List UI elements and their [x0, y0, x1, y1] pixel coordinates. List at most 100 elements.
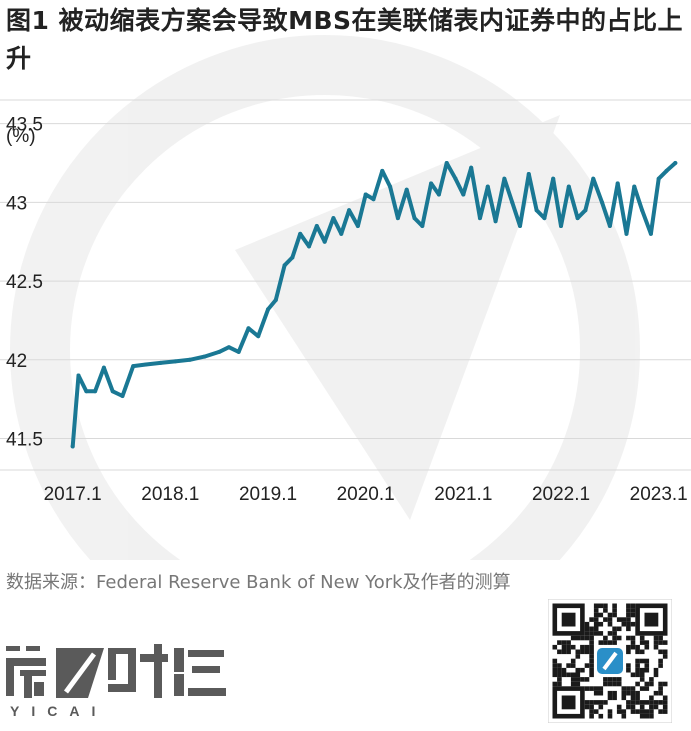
data-point: [518, 223, 522, 228]
yicai-logo-mark: YICAI: [6, 644, 226, 719]
data-point: [404, 187, 409, 192]
data-point: [640, 208, 645, 213]
y-tick-label: 43: [6, 193, 27, 214]
data-point: [510, 200, 515, 205]
qr-code-image: [547, 598, 673, 724]
data-point: [380, 168, 385, 173]
x-tick-label: 2021.1: [434, 484, 492, 505]
qr-finder-center: [561, 695, 576, 710]
data-point: [93, 389, 98, 394]
yicai-logo: YICAI: [4, 640, 244, 724]
data-point: [648, 231, 653, 236]
data-point: [187, 357, 192, 362]
data-point: [566, 184, 571, 189]
data-point: [395, 216, 400, 221]
data-points: [70, 160, 678, 449]
data-point: [339, 231, 344, 236]
data-point: [429, 181, 434, 186]
gridlines: [0, 99, 691, 471]
data-point: [120, 394, 125, 398]
data-point: [76, 373, 81, 378]
data-point: [673, 160, 678, 165]
data-point: [583, 208, 588, 213]
data-point: [502, 176, 507, 181]
data-point: [469, 165, 474, 170]
y-tick-label: 42.5: [6, 272, 43, 293]
data-point: [131, 364, 136, 369]
data-point: [331, 216, 336, 221]
data-point: [624, 231, 629, 236]
data-point: [542, 216, 547, 221]
data-point: [461, 192, 466, 197]
y-tick-label: 43.5: [6, 115, 43, 136]
data-point: [485, 184, 490, 189]
y-tick-labels: 41.5 42 42.5 43 43.5: [6, 115, 43, 451]
data-point: [347, 208, 352, 213]
data-point: [600, 200, 605, 205]
data-point: [551, 176, 556, 181]
data-point: [453, 176, 458, 181]
data-point: [656, 176, 661, 181]
x-tick-label: 2019.1: [239, 484, 297, 505]
y-axis-label: (%): [6, 126, 36, 147]
data-point: [615, 181, 620, 186]
data-point: [298, 231, 303, 236]
x-tick-label: 2018.1: [141, 484, 199, 505]
qr-center-logo: [597, 648, 623, 674]
data-point: [246, 326, 251, 331]
data-point: [322, 239, 327, 244]
data-point: [444, 160, 449, 165]
data-point: [388, 184, 393, 189]
data-point: [664, 168, 669, 173]
data-point: [266, 307, 270, 312]
qr-finder-center: [644, 612, 659, 627]
data-point: [158, 360, 163, 365]
data-point: [526, 172, 531, 176]
data-point: [371, 197, 376, 202]
data-point: [412, 216, 417, 221]
source-note: 数据来源：Federal Reserve Bank of New York及作者…: [6, 572, 511, 593]
x-tick-labels: 2017.1 2018.1 2019.1 2020.1 2021.1 2022.1 2023…: [44, 484, 688, 505]
data-point: [477, 216, 482, 221]
data-point: [559, 223, 564, 228]
data-point: [84, 389, 89, 394]
x-tick-label: 2023.1: [630, 484, 688, 505]
data-point: [290, 255, 295, 260]
data-point: [607, 223, 612, 228]
data-point: [363, 192, 368, 197]
x-tick-label: 2020.1: [337, 484, 395, 505]
data-point: [436, 192, 441, 197]
data-point: [632, 184, 637, 189]
data-point: [307, 244, 312, 249]
yicai-logo-text: YICAI: [10, 703, 107, 719]
qr-code[interactable]: [547, 598, 673, 727]
data-point: [355, 223, 360, 228]
data-point: [256, 334, 261, 339]
data-point: [70, 444, 75, 449]
y-tick-label: 42: [6, 351, 27, 372]
chart-title: 图1 被动缩表方案会导致MBS在美联储表内证券中的占比上升: [6, 6, 684, 73]
data-point: [273, 297, 278, 302]
data-point: [202, 354, 207, 359]
data-point: [575, 216, 580, 221]
qr-finder: [552, 686, 585, 719]
qr-finder: [635, 603, 668, 636]
data-point: [282, 263, 287, 268]
data-point: [217, 349, 222, 354]
data-point: [493, 219, 498, 224]
data-point: [534, 208, 539, 213]
x-tick-label: 2022.1: [532, 484, 590, 505]
y-tick-label: 41.5: [6, 430, 43, 451]
qr-finder-center: [561, 612, 576, 627]
x-tick-label: 2017.1: [44, 484, 102, 505]
watermark: [10, 35, 640, 560]
data-point: [314, 223, 319, 228]
data-point: [110, 389, 115, 394]
data-point: [420, 223, 425, 228]
data-point: [591, 176, 596, 181]
data-point: [173, 359, 178, 364]
data-point: [101, 365, 106, 370]
data-point: [226, 345, 231, 350]
data-point: [236, 349, 241, 354]
